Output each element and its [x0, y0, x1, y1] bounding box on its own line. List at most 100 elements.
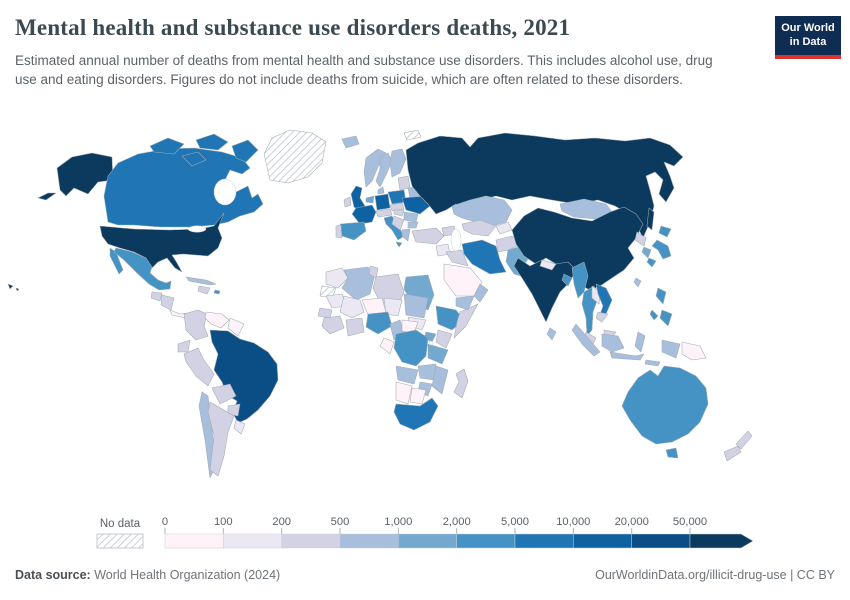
country-turkey[interactable]: [411, 227, 445, 245]
country-canada[interactable]: [103, 147, 264, 228]
country-ecuador[interactable]: [177, 339, 191, 353]
country-sudan[interactable]: [403, 293, 429, 319]
country-north-korea[interactable]: [634, 231, 647, 247]
country-ireland[interactable]: [343, 196, 352, 208]
country-philippines[interactable]: [649, 287, 673, 327]
country-hungary[interactable]: [393, 209, 405, 217]
country-balkans[interactable]: [391, 215, 405, 231]
country-indonesia-borneo[interactable]: [601, 333, 625, 353]
country-ghana-cote-divoire[interactable]: [345, 317, 365, 337]
country-honduras-nicaragua[interactable]: [160, 294, 175, 311]
country-cambodia[interactable]: [595, 311, 609, 323]
country-kenya[interactable]: [435, 329, 453, 349]
country-greece[interactable]: [401, 228, 411, 242]
legend-bin-5[interactable]: [398, 533, 457, 549]
country-brazil[interactable]: [209, 329, 279, 424]
country-uk[interactable]: [350, 185, 366, 211]
country-bulgaria[interactable]: [407, 221, 419, 229]
country-cuba[interactable]: [185, 276, 217, 286]
country-argentina[interactable]: [207, 401, 235, 477]
country-chad[interactable]: [383, 297, 403, 317]
country-algeria[interactable]: [341, 266, 375, 301]
country-new-zealand[interactable]: [723, 430, 753, 462]
country-portugal[interactable]: [335, 224, 343, 239]
country-usa-alaska[interactable]: [56, 152, 114, 197]
country-japan[interactable]: [646, 225, 672, 268]
country-russia-sakhalin[interactable]: [646, 207, 655, 231]
country-greenland-no-data[interactable]: [263, 129, 327, 184]
country-hispaniola[interactable]: [197, 285, 211, 295]
country-canada-arctic-1[interactable]: [149, 137, 185, 155]
country-usa[interactable]: [99, 212, 225, 273]
country-papua-new-guinea[interactable]: [681, 341, 707, 361]
country-guatemala[interactable]: [150, 291, 163, 302]
country-italy[interactable]: [383, 215, 405, 248]
legend-bin-6[interactable]: [456, 533, 516, 549]
legend-bin-3[interactable]: [281, 533, 341, 549]
owid-credit-link[interactable]: OurWorldinData.org/illicit-drug-use | CC…: [595, 568, 835, 582]
legend-bin-9[interactable]: [631, 533, 691, 549]
country-romania[interactable]: [403, 211, 419, 223]
country-somalia[interactable]: [453, 303, 479, 339]
country-sri-lanka[interactable]: [546, 327, 557, 341]
country-indonesia-sumatra[interactable]: [571, 323, 601, 357]
country-nigeria[interactable]: [365, 311, 393, 335]
legend-bin-4[interactable]: [339, 533, 399, 549]
country-nepal[interactable]: [539, 259, 557, 271]
country-indonesia-lesser-sunda[interactable]: [644, 359, 661, 367]
country-kazakhstan[interactable]: [451, 195, 513, 227]
country-zambia[interactable]: [417, 363, 437, 381]
country-botswana[interactable]: [409, 387, 427, 405]
legend-no-data-swatch[interactable]: [96, 533, 144, 549]
country-south-korea[interactable]: [641, 246, 652, 259]
country-canada-arctic-3[interactable]: [181, 151, 207, 167]
country-uruguay[interactable]: [233, 419, 246, 435]
country-germany[interactable]: [374, 193, 391, 211]
legend-bin-8[interactable]: [573, 533, 632, 549]
country-spain[interactable]: [339, 221, 367, 241]
country-guinea-region[interactable]: [321, 315, 345, 335]
country-paraguay[interactable]: [227, 403, 241, 417]
country-australia-tasmania[interactable]: [665, 447, 679, 459]
country-congo-gabon[interactable]: [379, 337, 395, 355]
country-drc[interactable]: [393, 329, 429, 367]
country-uzbekistan-turkmenistan[interactable]: [461, 219, 497, 237]
country-peru[interactable]: [183, 347, 215, 387]
country-canada-baffin[interactable]: [231, 139, 259, 163]
country-usa-aleutians[interactable]: [37, 192, 57, 201]
country-bangladesh[interactable]: [561, 273, 573, 287]
country-indonesia-west-papua[interactable]: [661, 339, 681, 359]
owid-logo[interactable]: Our World in Data: [775, 16, 841, 59]
country-australia[interactable]: [621, 365, 709, 445]
country-tanzania[interactable]: [427, 343, 449, 365]
country-bolivia[interactable]: [211, 383, 237, 405]
country-indonesia-sulawesi[interactable]: [634, 331, 646, 353]
country-mali[interactable]: [339, 295, 365, 319]
legend-bin-10-arrow[interactable]: [689, 533, 754, 549]
country-france[interactable]: [351, 204, 377, 225]
country-angola[interactable]: [395, 365, 419, 385]
country-mozambique[interactable]: [431, 365, 449, 395]
country-mexico[interactable]: [113, 247, 172, 291]
country-colombia[interactable]: [183, 309, 209, 341]
country-iran[interactable]: [461, 239, 507, 275]
country-austria-switzerland[interactable]: [375, 208, 393, 218]
legend-bin-7[interactable]: [514, 533, 574, 549]
country-guyana-suriname[interactable]: [227, 317, 245, 337]
country-czechia-slovakia[interactable]: [389, 202, 405, 212]
country-svalbard-no-data[interactable]: [403, 129, 422, 141]
country-iceland[interactable]: [341, 135, 360, 149]
country-oman[interactable]: [473, 283, 489, 303]
country-madagascar[interactable]: [453, 368, 469, 399]
country-finland[interactable]: [389, 148, 407, 178]
country-denmark[interactable]: [377, 186, 385, 195]
country-canada-arctic-2[interactable]: [195, 133, 229, 151]
country-yemen[interactable]: [455, 295, 475, 311]
country-venezuela[interactable]: [204, 311, 230, 329]
country-benelux[interactable]: [365, 195, 375, 204]
country-morocco[interactable]: [325, 267, 349, 289]
country-usa-hawaii[interactable]: [7, 283, 20, 292]
legend-bin-2[interactable]: [223, 533, 282, 549]
country-south-africa[interactable]: [393, 397, 439, 431]
country-puerto-rico[interactable]: [213, 289, 221, 295]
